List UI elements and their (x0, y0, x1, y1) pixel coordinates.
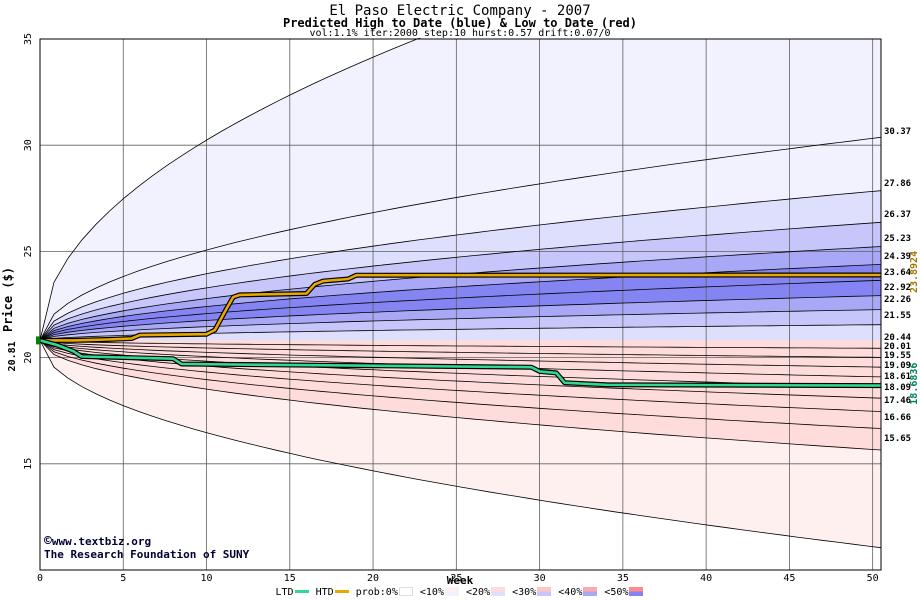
quantile-line-19 (39, 340, 882, 451)
upper-band-7 (40, 295, 881, 341)
quantile-line-6 (39, 279, 882, 341)
start-price-marker (36, 336, 40, 345)
legend-band-label-50: <50% (604, 587, 629, 598)
price-paths (39, 272, 882, 389)
y-tick-15: 15 (23, 458, 34, 470)
legend-ltd-swatch (294, 590, 309, 593)
quantile-line-17 (39, 340, 882, 412)
quantile-line-5 (39, 264, 882, 341)
end-label-10: 20.01 (884, 342, 911, 352)
copyright-notice: ©www.textbiz.org The Research Foundation… (44, 535, 249, 561)
end-label-17: 15.65 (884, 434, 911, 444)
upper-band-3 (40, 222, 881, 341)
end-label-16: 16.66 (884, 413, 911, 423)
plot-frame (39, 38, 882, 571)
y-tick-25: 25 (23, 245, 34, 257)
end-label-1: 27.86 (884, 179, 911, 189)
quantile-line-2 (39, 190, 882, 341)
x-tick-25: 25 (450, 573, 462, 584)
contour-top-mask (0, 0, 920, 38)
quantile-line-8 (39, 309, 882, 341)
upper-band-0 (40, 0, 881, 341)
copyright-icon: © (44, 534, 52, 549)
ltd-final-label: 18.6836 (909, 363, 920, 405)
legend-band-swatch-40 (583, 587, 598, 596)
legend-band-swatch-10 (444, 587, 459, 596)
x-tick-5: 5 (120, 573, 126, 584)
legend-band-swatch-20 (491, 587, 506, 596)
x-tick-40: 40 (700, 573, 712, 584)
end-label-3: 25.23 (884, 234, 911, 244)
end-label-0: 30.37 (884, 127, 911, 137)
x-tick-20: 20 (367, 573, 379, 584)
chart-subtitle: Predicted High to Date (blue) & Low to D… (282, 16, 637, 30)
quantile-line-1 (39, 136, 882, 341)
y-tick-20: 20 (23, 352, 34, 364)
legend-prob-label: prob:0% (355, 587, 398, 598)
quantile-line-7 (39, 295, 882, 341)
end-labels: 30.37 27.86 26.37 25.23 24.39 23.64 22.92 22.26… (7, 127, 920, 444)
end-label-11: 19.55 (884, 351, 911, 361)
x-tick-45: 45 (783, 573, 795, 584)
end-label-5: 23.64 (884, 268, 912, 278)
end-label-2: 26.37 (884, 210, 911, 220)
legend-band-swatch-30 (537, 587, 552, 596)
upper-band-6 (40, 280, 881, 341)
upper-band-2 (40, 190, 881, 341)
quantile-line-10 (39, 340, 882, 549)
x-axis-label: Week (447, 574, 474, 587)
legend-htd-label: HTD (315, 587, 334, 598)
upper-band-5 (40, 264, 881, 341)
start-price-label: 20.81 (7, 341, 18, 371)
htd-series-line (40, 273, 882, 342)
copyright-url[interactable]: www.textbiz.org (51, 535, 152, 548)
end-label-6: 22.92 (884, 283, 911, 293)
copyright-org: The Research Foundation of SUNY (44, 548, 250, 561)
end-label-12: 19.09 (884, 361, 911, 371)
probability-bands (40, 0, 881, 548)
ltd-series-line (39, 339, 882, 387)
quantile-line-18 (39, 340, 882, 429)
lower-band-9 (40, 340, 881, 450)
x-tick-15: 15 (284, 573, 296, 584)
end-label-13: 18.61 (884, 372, 911, 382)
upper-band-9 (40, 324, 881, 341)
upper-band-1 (40, 137, 881, 341)
end-label-7: 22.26 (884, 295, 911, 305)
y-tick-30: 30 (23, 139, 34, 151)
legend-band-swatch-50 (629, 587, 644, 596)
upper-band-4 (40, 246, 881, 341)
x-tick-50: 50 (867, 573, 879, 584)
end-label-14: 18.09 (884, 383, 911, 393)
legend-band-label-10: <10% (419, 587, 444, 598)
end-label-15: 17.46 (884, 396, 911, 406)
end-label-4: 24.39 (884, 252, 911, 262)
legend-band-label-20: <20% (466, 587, 491, 598)
axis-ticks: 0 5 10 15 20 25 30 35 40 45 50 15 20 25 30 35 (23, 33, 879, 584)
simulation-params: vol:1.1% iter:2000 step:10 hurst:0.57 dr… (309, 28, 611, 39)
legend-band-label-40: <40% (558, 587, 583, 598)
x-tick-30: 30 (534, 573, 546, 584)
upper-band-8 (40, 309, 881, 341)
y-axis-label: Price ($) (1, 267, 15, 332)
x-tick-35: 35 (617, 573, 629, 584)
end-label-8: 21.55 (884, 311, 911, 321)
x-tick-10: 10 (201, 573, 213, 584)
legend-ltd-label: LTD (275, 587, 294, 598)
htd-final-label: 23.8924 (909, 251, 920, 293)
quantile-line-13 (39, 340, 882, 368)
y-tick-35: 35 (23, 33, 34, 45)
legend-htd-swatch (334, 590, 349, 593)
end-label-9: 20.44 (884, 333, 912, 343)
legend-band-swatch-0 (398, 587, 413, 596)
quantile-line-12 (39, 340, 882, 358)
quantile-line-3 (39, 221, 882, 341)
chart-title: El Paso Electric Company - 2007 (329, 3, 591, 19)
x-tick-0: 0 (37, 573, 43, 584)
legend-band-label-30: <30% (512, 587, 537, 598)
legend: LTD HTD prob:0% <10% <20% <30% <40% <50% (0, 587, 920, 598)
quantile-line-11 (39, 340, 882, 349)
